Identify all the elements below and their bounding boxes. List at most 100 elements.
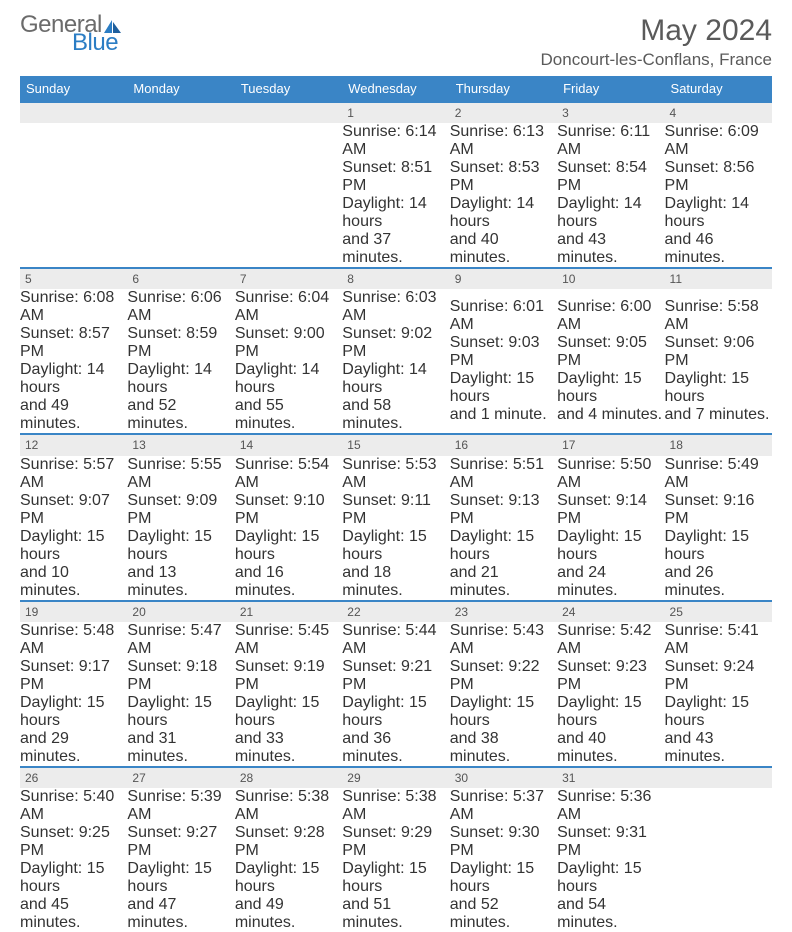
- week-content-row: Sunrise: 5:40 AMSunset: 9:25 PMDaylight:…: [20, 788, 772, 932]
- day-detail-line: and 21 minutes.: [450, 564, 557, 600]
- day-number: 16: [450, 434, 557, 455]
- day-detail-line: Sunset: 9:16 PM: [665, 492, 772, 528]
- day-cell: Sunrise: 5:43 AMSunset: 9:22 PMDaylight:…: [450, 622, 557, 767]
- day-number: 17: [557, 434, 664, 455]
- day-detail-line: Sunrise: 5:50 AM: [557, 456, 664, 492]
- day-detail-line: Daylight: 14 hours: [557, 195, 664, 231]
- day-detail-line: Sunrise: 6:06 AM: [127, 289, 234, 325]
- day-cell: Sunrise: 5:41 AMSunset: 9:24 PMDaylight:…: [665, 622, 772, 767]
- day-detail-line: and 58 minutes.: [342, 397, 449, 433]
- day-header: Tuesday: [235, 76, 342, 102]
- day-detail-line: Sunset: 9:24 PM: [665, 658, 772, 694]
- day-number: 25: [665, 601, 772, 622]
- day-cell: Sunrise: 5:42 AMSunset: 9:23 PMDaylight:…: [557, 622, 664, 767]
- day-detail-line: Sunrise: 5:38 AM: [342, 788, 449, 824]
- day-detail-line: and 55 minutes.: [235, 397, 342, 433]
- day-detail-line: Sunrise: 5:51 AM: [450, 456, 557, 492]
- day-detail-line: and 46 minutes.: [665, 231, 772, 267]
- day-detail-line: and 40 minutes.: [450, 231, 557, 267]
- day-detail-line: Daylight: 15 hours: [665, 528, 772, 564]
- day-number: [665, 767, 772, 788]
- day-detail-line: Sunset: 9:27 PM: [127, 824, 234, 860]
- day-number: 14: [235, 434, 342, 455]
- day-detail-line: Sunset: 8:53 PM: [450, 159, 557, 195]
- day-header: Sunday: [20, 76, 127, 102]
- day-cell: Sunrise: 5:54 AMSunset: 9:10 PMDaylight:…: [235, 456, 342, 601]
- daynum-row: 19202122232425: [20, 601, 772, 622]
- day-detail-line: Sunrise: 6:04 AM: [235, 289, 342, 325]
- day-detail-line: Sunrise: 5:53 AM: [342, 456, 449, 492]
- title-block: May 2024 Doncourt-les-Conflans, France: [541, 14, 772, 70]
- daynum-row: 1234: [20, 102, 772, 123]
- week-content-row: Sunrise: 6:08 AMSunset: 8:57 PMDaylight:…: [20, 289, 772, 434]
- day-detail-line: Sunrise: 5:48 AM: [20, 622, 127, 658]
- day-cell: Sunrise: 5:48 AMSunset: 9:17 PMDaylight:…: [20, 622, 127, 767]
- day-detail-line: Daylight: 15 hours: [127, 528, 234, 564]
- day-detail-line: Daylight: 15 hours: [235, 694, 342, 730]
- day-number: 29: [342, 767, 449, 788]
- day-detail-line: Daylight: 15 hours: [450, 694, 557, 730]
- day-cell: Sunrise: 6:14 AMSunset: 8:51 PMDaylight:…: [342, 123, 449, 268]
- day-detail-line: Sunset: 9:13 PM: [450, 492, 557, 528]
- day-detail-line: Sunrise: 5:37 AM: [450, 788, 557, 824]
- day-detail-line: Sunset: 8:59 PM: [127, 325, 234, 361]
- day-cell: Sunrise: 5:36 AMSunset: 9:31 PMDaylight:…: [557, 788, 664, 932]
- day-number: 1: [342, 102, 449, 123]
- day-detail-line: and 4 minutes.: [557, 406, 664, 424]
- day-detail-line: Daylight: 14 hours: [342, 195, 449, 231]
- day-number: 19: [20, 601, 127, 622]
- day-detail-line: Daylight: 15 hours: [20, 528, 127, 564]
- day-number: [235, 102, 342, 123]
- day-detail-line: Daylight: 14 hours: [450, 195, 557, 231]
- day-detail-line: Sunrise: 6:11 AM: [557, 123, 664, 159]
- day-detail-line: Sunset: 9:31 PM: [557, 824, 664, 860]
- day-detail-line: Sunrise: 6:08 AM: [20, 289, 127, 325]
- day-header: Monday: [127, 76, 234, 102]
- day-detail-line: Daylight: 15 hours: [665, 694, 772, 730]
- day-number: 3: [557, 102, 664, 123]
- day-detail-line: Sunset: 9:22 PM: [450, 658, 557, 694]
- day-detail-line: Sunrise: 5:57 AM: [20, 456, 127, 492]
- day-detail-line: and 16 minutes.: [235, 564, 342, 600]
- day-detail-line: and 43 minutes.: [557, 231, 664, 267]
- day-detail-line: Sunset: 9:29 PM: [342, 824, 449, 860]
- month-title: May 2024: [541, 14, 772, 48]
- brand-part2: Blue: [72, 32, 118, 54]
- day-cell: Sunrise: 5:39 AMSunset: 9:27 PMDaylight:…: [127, 788, 234, 932]
- day-detail-line: and 24 minutes.: [557, 564, 664, 600]
- day-number: 31: [557, 767, 664, 788]
- day-detail-line: Sunrise: 5:47 AM: [127, 622, 234, 658]
- day-cell: Sunrise: 5:37 AMSunset: 9:30 PMDaylight:…: [450, 788, 557, 932]
- day-number: 4: [665, 102, 772, 123]
- week-content-row: Sunrise: 5:48 AMSunset: 9:17 PMDaylight:…: [20, 622, 772, 767]
- day-cell: Sunrise: 5:38 AMSunset: 9:28 PMDaylight:…: [235, 788, 342, 932]
- day-number: [127, 102, 234, 123]
- day-number: [20, 102, 127, 123]
- calendar-table: SundayMondayTuesdayWednesdayThursdayFrid…: [20, 76, 772, 932]
- day-detail-line: and 52 minutes.: [127, 397, 234, 433]
- day-number: 8: [342, 268, 449, 289]
- day-detail-line: Daylight: 15 hours: [127, 694, 234, 730]
- day-detail-line: Daylight: 15 hours: [342, 694, 449, 730]
- daynum-row: 262728293031: [20, 767, 772, 788]
- day-number: 21: [235, 601, 342, 622]
- day-cell: Sunrise: 5:51 AMSunset: 9:13 PMDaylight:…: [450, 456, 557, 601]
- day-number: 11: [665, 268, 772, 289]
- week-content-row: Sunrise: 5:57 AMSunset: 9:07 PMDaylight:…: [20, 456, 772, 601]
- day-detail-line: and 1 minute.: [450, 406, 557, 424]
- calendar-body: 1234Sunrise: 6:14 AMSunset: 8:51 PMDayli…: [20, 102, 772, 932]
- day-number: 10: [557, 268, 664, 289]
- day-cell: Sunrise: 5:45 AMSunset: 9:19 PMDaylight:…: [235, 622, 342, 767]
- day-detail-line: Daylight: 15 hours: [557, 860, 664, 896]
- day-detail-line: Daylight: 15 hours: [450, 528, 557, 564]
- day-detail-line: Sunset: 9:03 PM: [450, 334, 557, 370]
- day-detail-line: and 49 minutes.: [235, 896, 342, 932]
- day-cell: Sunrise: 5:58 AMSunset: 9:06 PMDaylight:…: [665, 289, 772, 434]
- day-detail-line: Sunrise: 5:44 AM: [342, 622, 449, 658]
- day-cell: [20, 123, 127, 268]
- day-detail-line: Sunrise: 5:58 AM: [665, 298, 772, 334]
- day-detail-line: Daylight: 15 hours: [20, 860, 127, 896]
- day-cell: Sunrise: 5:50 AMSunset: 9:14 PMDaylight:…: [557, 456, 664, 601]
- day-cell: [235, 123, 342, 268]
- day-detail-line: Daylight: 14 hours: [665, 195, 772, 231]
